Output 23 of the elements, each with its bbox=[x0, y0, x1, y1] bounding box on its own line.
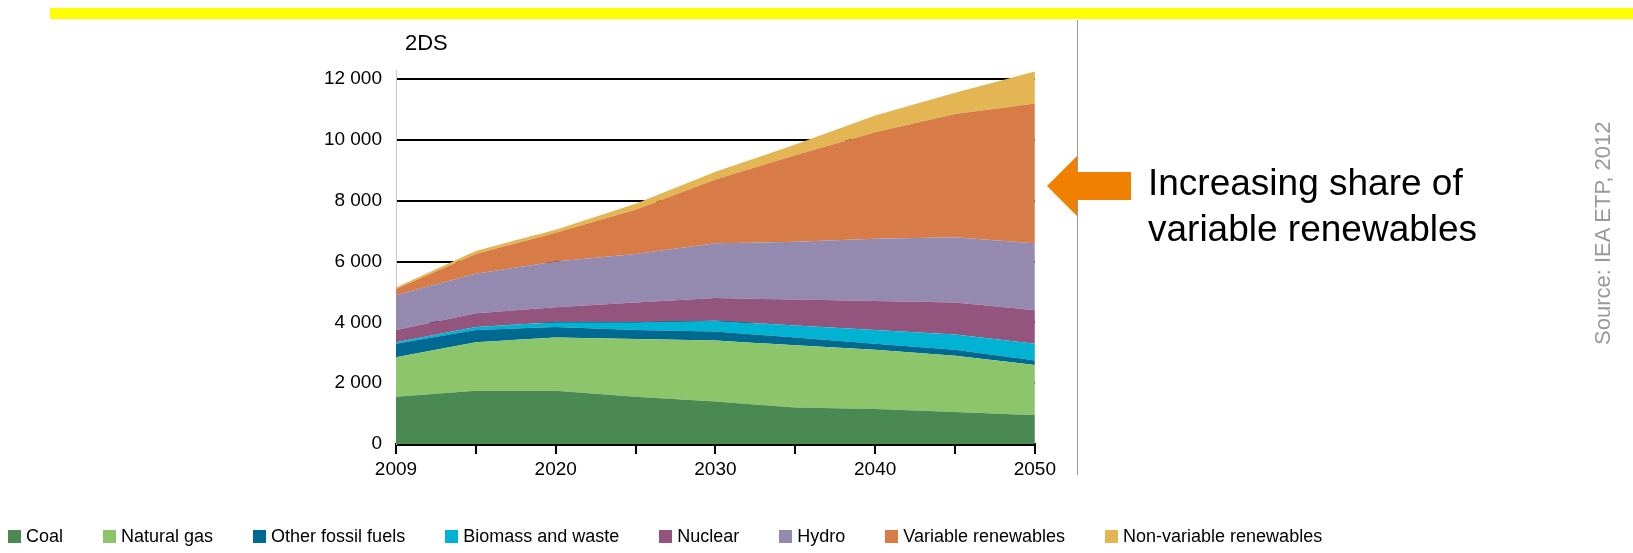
y-tick-label: 12 000 bbox=[323, 67, 382, 89]
chart-title: 2DS bbox=[405, 30, 448, 56]
x-tick-label: 2020 bbox=[534, 457, 577, 479]
source-note: Source: IEA ETP, 2012 bbox=[1590, 121, 1616, 345]
legend-label: Natural gas bbox=[121, 526, 214, 547]
x-tick-label: 2050 bbox=[1013, 457, 1057, 479]
x-tick-label: 2040 bbox=[854, 457, 897, 479]
legend-label: Coal bbox=[26, 526, 64, 547]
x-tick-label: 2030 bbox=[694, 457, 737, 479]
y-tick-label: 4 000 bbox=[334, 310, 382, 332]
legend-label: Other fossil fuels bbox=[271, 526, 406, 547]
legend-label: Variable renewables bbox=[903, 526, 1066, 547]
x-tick-label: 2009 bbox=[374, 457, 418, 479]
y-tick-label: 2 000 bbox=[334, 371, 382, 393]
legend-label: Biomass and waste bbox=[463, 526, 620, 547]
legend-label: Non-variable renewables bbox=[1123, 526, 1323, 547]
legend-label: Hydro bbox=[797, 526, 846, 547]
y-tick-label: 0 bbox=[371, 432, 382, 454]
legend-label: Nuclear bbox=[677, 526, 740, 547]
y-tick-label: 8 000 bbox=[334, 188, 382, 210]
y-tick-label: 10 000 bbox=[323, 128, 382, 150]
text: Increasing share of variable renewables bbox=[1148, 161, 1479, 251]
y-tick-label: 6 000 bbox=[334, 249, 382, 271]
